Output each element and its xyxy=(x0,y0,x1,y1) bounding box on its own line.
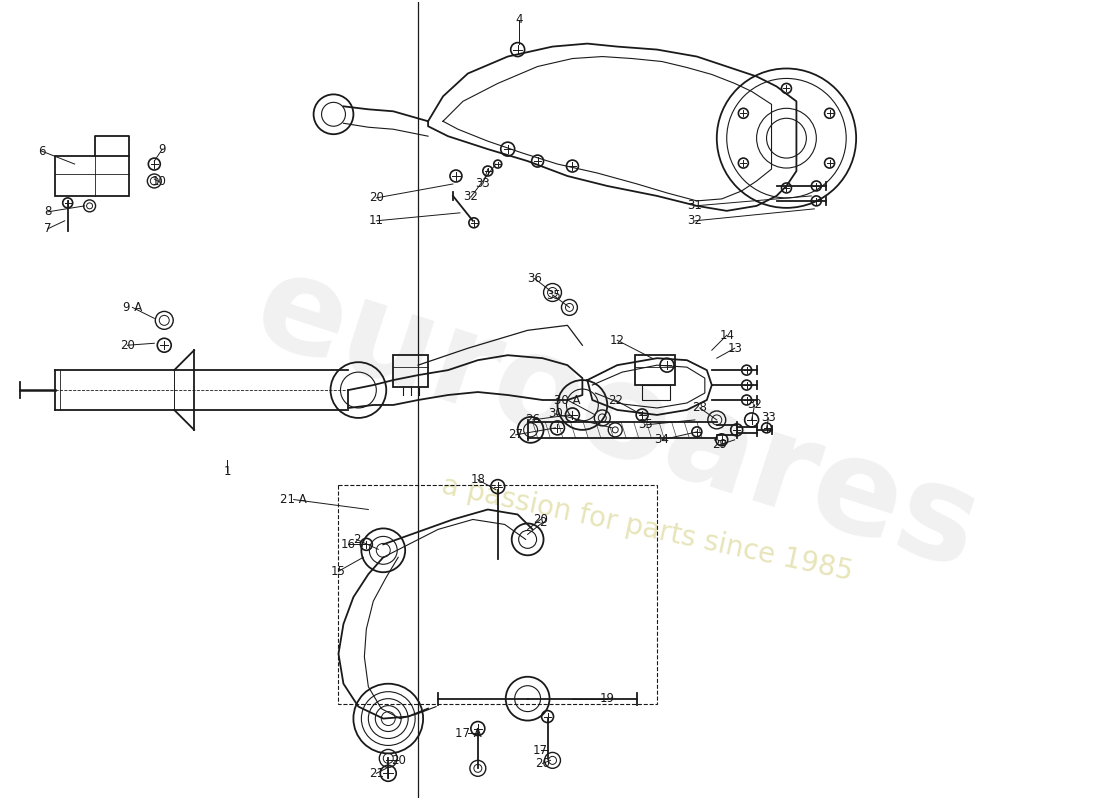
Text: 17: 17 xyxy=(534,744,548,757)
Text: 20: 20 xyxy=(368,191,384,205)
Text: 9 A: 9 A xyxy=(123,301,142,314)
Text: 16: 16 xyxy=(341,538,356,551)
Text: 32: 32 xyxy=(463,190,478,203)
Text: 10: 10 xyxy=(152,175,167,189)
Bar xyxy=(339,485,657,704)
Text: 2: 2 xyxy=(539,516,547,529)
Text: 34: 34 xyxy=(654,434,670,446)
Text: 7: 7 xyxy=(44,222,52,235)
Text: 36: 36 xyxy=(527,272,542,285)
Text: 35: 35 xyxy=(638,418,652,431)
Text: 35: 35 xyxy=(546,289,561,302)
Text: 19: 19 xyxy=(600,692,615,705)
Text: 33: 33 xyxy=(475,178,491,190)
Text: 11: 11 xyxy=(368,214,384,227)
Text: 26: 26 xyxy=(525,414,540,426)
Bar xyxy=(642,385,670,400)
Bar xyxy=(393,355,428,387)
Text: 1: 1 xyxy=(223,465,231,478)
Bar xyxy=(55,156,130,196)
Text: 21 A: 21 A xyxy=(280,493,307,506)
Text: 31: 31 xyxy=(688,199,702,212)
Text: 12: 12 xyxy=(609,334,625,346)
Text: 20: 20 xyxy=(534,513,548,526)
Text: 15: 15 xyxy=(331,565,345,578)
Text: 18: 18 xyxy=(471,473,485,486)
Text: a passion for parts since 1985: a passion for parts since 1985 xyxy=(439,472,855,586)
Text: 8: 8 xyxy=(44,206,52,218)
Text: 20: 20 xyxy=(120,338,135,352)
Text: 14: 14 xyxy=(719,329,734,342)
Text: 4: 4 xyxy=(515,14,522,26)
Text: 29: 29 xyxy=(713,438,727,451)
Text: 13: 13 xyxy=(727,342,742,354)
Text: 32: 32 xyxy=(688,214,702,227)
Text: 9: 9 xyxy=(158,142,166,156)
Text: 32: 32 xyxy=(747,398,762,411)
Text: 21: 21 xyxy=(368,767,384,780)
Text: eurooares: eurooares xyxy=(240,243,994,597)
Text: 27: 27 xyxy=(508,428,524,442)
Text: 6: 6 xyxy=(39,145,45,158)
Text: 33: 33 xyxy=(761,411,776,425)
Text: 2: 2 xyxy=(353,533,360,546)
Text: 17 A: 17 A xyxy=(454,727,482,740)
Bar xyxy=(635,355,675,385)
Text: 30 A: 30 A xyxy=(554,394,581,406)
Text: 30: 30 xyxy=(548,407,563,421)
Text: 28: 28 xyxy=(692,402,707,414)
Text: 20: 20 xyxy=(535,757,550,770)
Text: 20: 20 xyxy=(390,754,406,767)
Text: 22: 22 xyxy=(607,394,623,406)
